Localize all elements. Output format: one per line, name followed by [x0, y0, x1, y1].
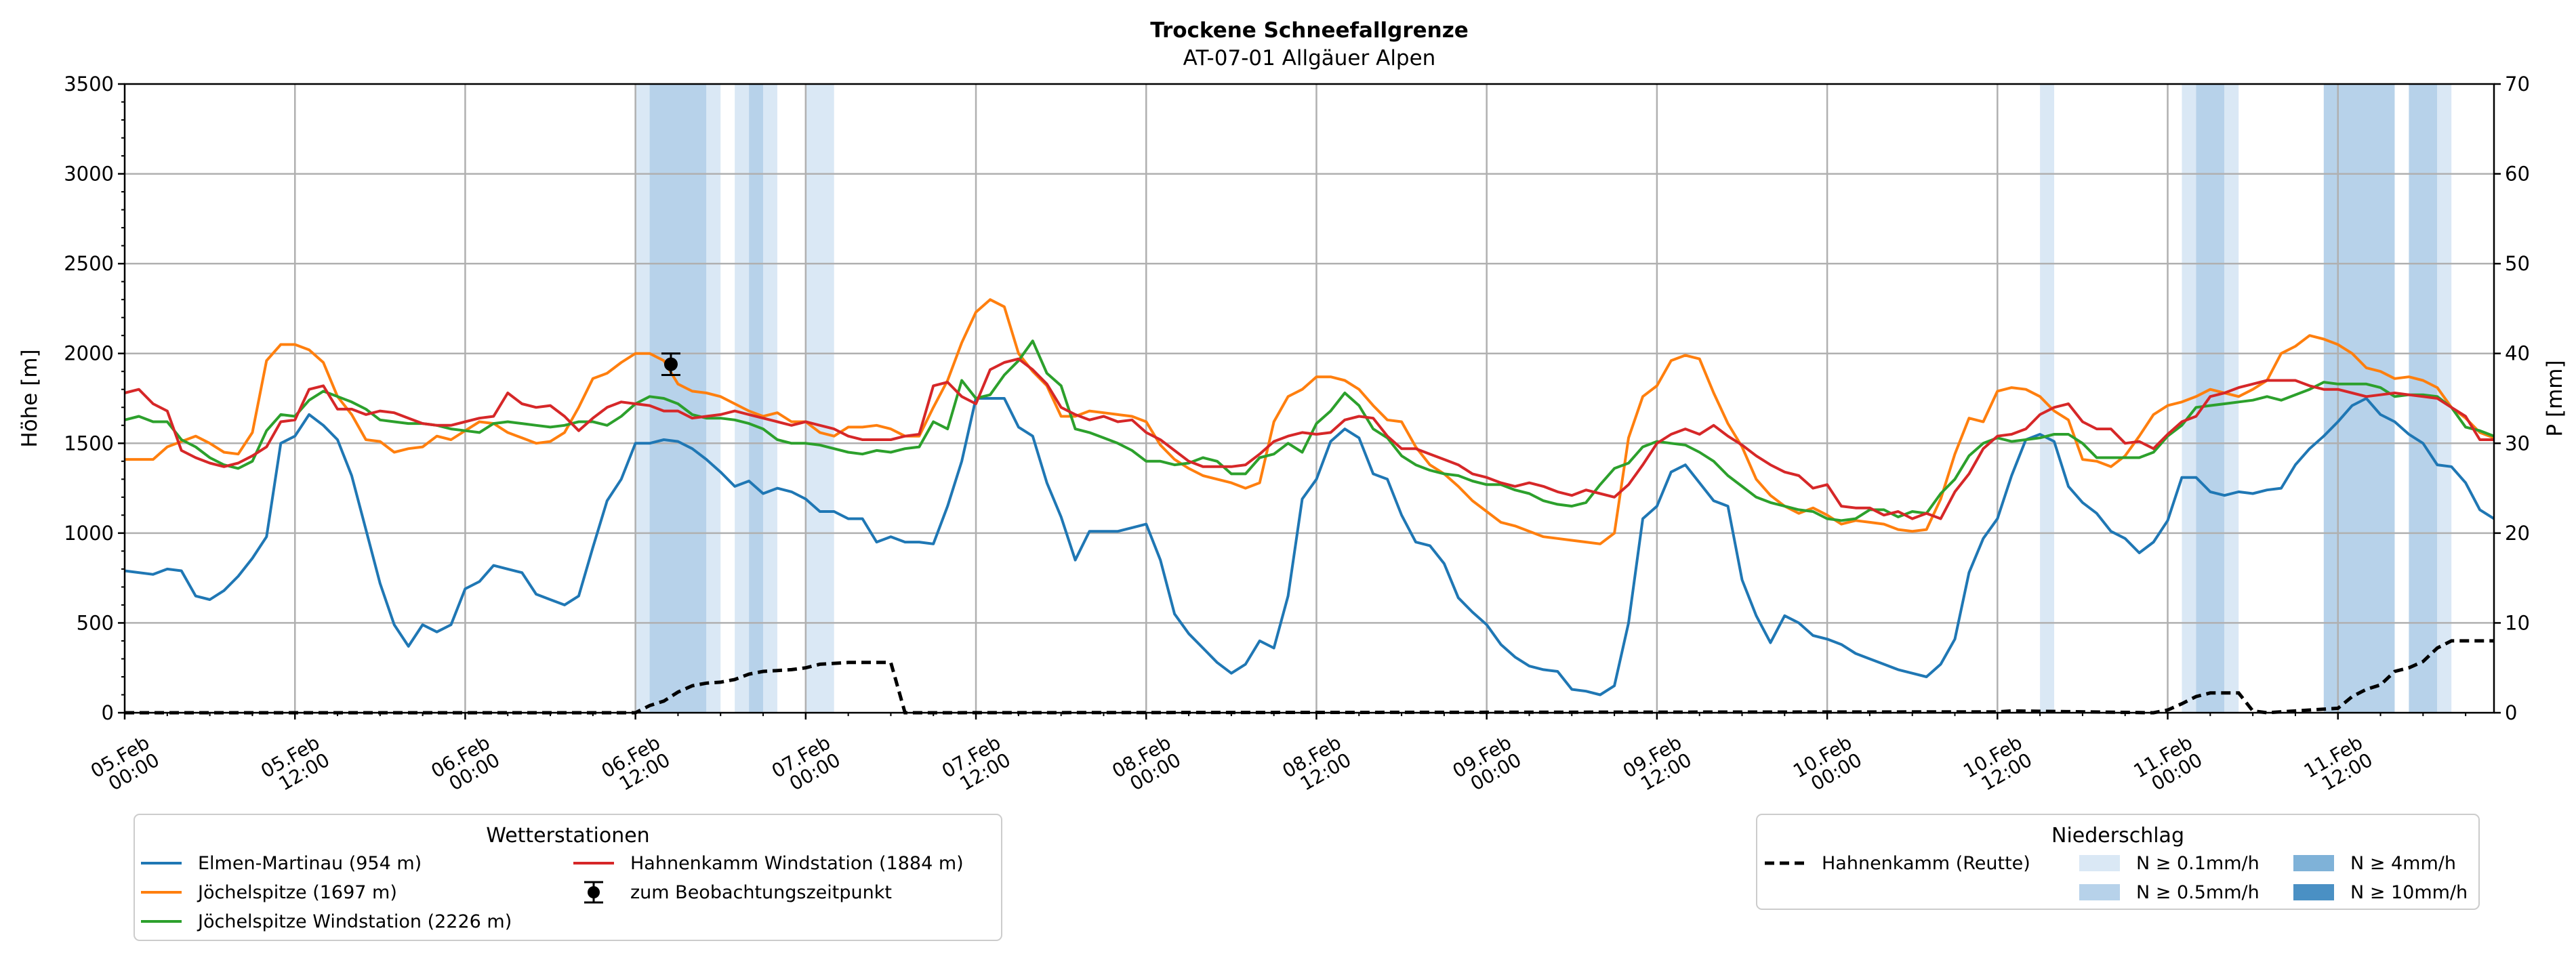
x-tick-label-10: 10.Feb00:00 [1789, 731, 1866, 799]
precip-line-hahnenkamm-reutte [125, 639, 2494, 715]
precip-band-0 [635, 84, 650, 713]
series-line-3 [124, 357, 2494, 520]
y-tick-label-left-1: 500 [77, 611, 114, 634]
axes: 0 500 1000 1500 2000 2500 3000 3500 0 10 20 30 40 50 6… [64, 72, 2530, 799]
legend-swatch-level-3 [2293, 855, 2334, 871]
precip-band-10 [2224, 84, 2239, 713]
chart-subtitle: AT-07-01 Allgäuer Alpen [1183, 46, 1436, 70]
precip-band-6 [805, 84, 834, 713]
legend-label-level-4: N ≥ 10mm/h [2350, 882, 2468, 903]
legend-swatch-level-1 [2079, 855, 2120, 871]
legend-label-hahnenkamm-wind: Hahnenkamm Windstation (1884 m) [630, 853, 964, 874]
precipitation-bands [635, 84, 2452, 713]
legend-label-level-2: N ≥ 0.5mm/h [2136, 882, 2260, 903]
y-tick-label-left-3: 1500 [64, 432, 114, 455]
y-tick-label-right-7: 70 [2505, 72, 2530, 96]
y-tick-label-left-6: 3000 [64, 163, 114, 186]
y-tick-label-left-5: 2500 [64, 252, 114, 275]
legend-label-level-1: N ≥ 0.1mm/h [2136, 853, 2260, 874]
precip-band-7 [2040, 84, 2055, 713]
observation-point [663, 357, 678, 371]
legend-label-level-3: N ≥ 4mm/h [2350, 853, 2456, 874]
series-line-0 [124, 397, 2495, 696]
chart-title: Trockene Schneefallgrenze [1150, 18, 1469, 43]
plot-frame [123, 83, 2495, 714]
legend-label-elmen: Elmen-Martinau (954 m) [198, 853, 422, 874]
x-tick-label-6: 08.Feb00:00 [1108, 731, 1185, 799]
y-tick-label-right-2: 20 [2505, 522, 2530, 545]
precip-band-4 [749, 84, 764, 713]
y-tick-label-right-0: 0 [2505, 701, 2517, 724]
x-tick-label-1: 05.Feb12:00 [257, 731, 333, 799]
precip-band-5 [763, 84, 777, 713]
legend-label-joechelspitze: Jöchelspitze (1697 m) [197, 882, 397, 903]
legend-stations-frame [134, 814, 1002, 941]
y-tick-label-right-5: 50 [2505, 252, 2530, 275]
legend-precipitation-title: Niederschlag [2051, 824, 2184, 848]
precip-band-11 [2323, 84, 2395, 713]
x-tick-label-5: 07.Feb12:00 [938, 731, 1015, 799]
series-line-2 [124, 339, 2495, 522]
legend-label-hahnenkamm-reutte: Hahnenkamm (Reutte) [1822, 853, 2030, 874]
legend-label-joechelspitze-wind: Jöchelspitze Windstation (2226 m) [197, 911, 512, 932]
x-tick-label-0: 05.Feb00:00 [87, 731, 163, 799]
y-axis-label-left: Höhe [m] [18, 349, 42, 447]
y-tick-label-left-7: 3500 [64, 72, 114, 96]
precip-band-3 [735, 84, 750, 713]
series-line-1 [125, 298, 2495, 545]
y-tick-label-right-6: 60 [2505, 163, 2530, 186]
y-tick-label-right-3: 30 [2505, 432, 2530, 455]
legend-stations-title: Wetterstationen [486, 824, 649, 848]
x-tick-label-13: 11.Feb12:00 [2300, 731, 2377, 799]
legend-swatch-level-2 [2079, 884, 2120, 900]
y-tick-label-left-4: 2000 [64, 342, 114, 365]
y-tick-label-right-1: 10 [2505, 611, 2530, 634]
x-tick-label-9: 09.Feb12:00 [1619, 731, 1696, 799]
legend-observation-marker-icon [584, 881, 603, 904]
observation-marker [661, 352, 680, 377]
y-tick-label-left-2: 1000 [64, 522, 114, 545]
y-tick-label-left-0: 0 [102, 701, 114, 724]
precip-band-2 [706, 84, 721, 713]
legend-precipitation: Niederschlag Hahnenkamm (Reutte) N ≥ 0.1… [1756, 814, 2480, 910]
legend-stations: Wetterstationen Elmen-Martinau (954 m) J… [134, 814, 1002, 941]
x-tick-label-12: 11.Feb00:00 [2130, 731, 2207, 799]
x-tick-label-11: 10.Feb12:00 [1959, 731, 2036, 799]
legend-swatch-level-4 [2293, 884, 2334, 900]
y-axis-label-right: P [mm] [2543, 360, 2567, 436]
y-tick-label-right-4: 40 [2505, 342, 2530, 365]
x-tick-label-8: 09.Feb00:00 [1449, 731, 1526, 799]
x-tick-label-4: 07.Feb00:00 [768, 731, 844, 799]
x-tick-label-3: 06.Feb12:00 [598, 731, 674, 799]
legend-label-observation: zum Beobachtungszeitpunkt [630, 882, 892, 903]
grid-lines [125, 84, 2494, 713]
data-series [124, 298, 2495, 715]
x-tick-label-2: 06.Feb00:00 [428, 731, 504, 799]
x-tick-label-7: 08.Feb12:00 [1279, 731, 1355, 799]
